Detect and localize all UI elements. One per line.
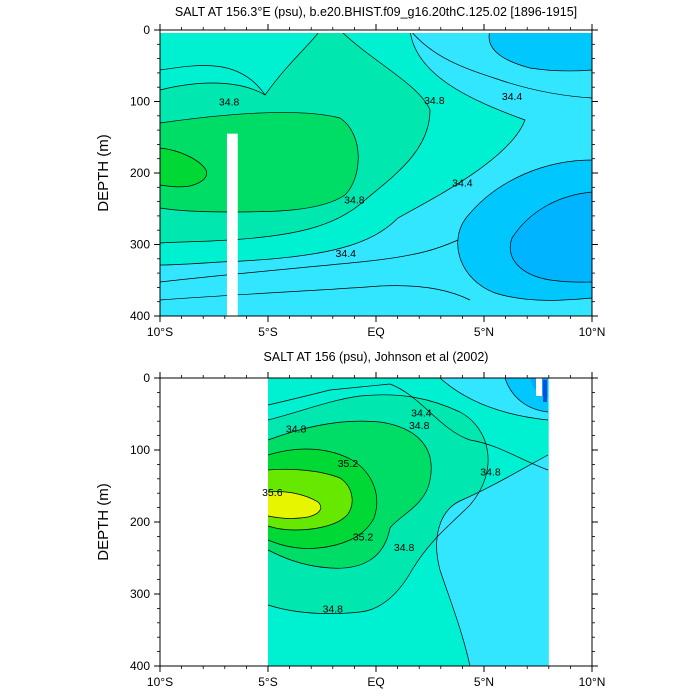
panel-1-contour-line <box>160 30 526 266</box>
panel-2: SALT AT 156 (psu), Johnson et al (2002) <box>95 350 605 689</box>
x-tick-label: EQ <box>367 675 384 689</box>
panel-2-contour-line <box>267 383 391 406</box>
panel-2-missing-right <box>548 378 592 666</box>
y-tick-label: 0 <box>143 23 150 37</box>
panel-1-contour-line <box>457 159 592 301</box>
panel-1: SALT AT 156.3°E (psu), b.e20.BHIST.f09_g… <box>95 5 605 339</box>
panel-2-contour-line <box>267 448 378 549</box>
contour-label: 34.8 <box>394 542 415 554</box>
panel-1-contour-line <box>160 239 459 283</box>
y-tick-label: 300 <box>130 238 150 252</box>
panel-2-field-deep-blue <box>543 380 547 402</box>
panel-2-contour-line <box>504 378 549 413</box>
y-tick-label: 100 <box>130 443 150 457</box>
panel-1-contour-line <box>160 147 207 188</box>
panel-2-axes: 10°S 5°S EQ 5°N 10°N 0 100 200 300 400 <box>130 371 605 689</box>
panel-2-missing-top-right <box>536 378 542 396</box>
x-tick-label: 5°S <box>258 675 277 689</box>
panel-1-missing-top <box>160 30 592 33</box>
panel-2-missing-left <box>160 378 268 666</box>
contour-label: 34.8 <box>219 97 240 109</box>
contour-label: 34.8 <box>344 194 365 206</box>
panel-1-field-35.2 <box>160 148 207 187</box>
panel-1-title: SALT AT 156.3°E (psu), b.e20.BHIST.f09_g… <box>175 5 577 19</box>
panel-1-contour-line <box>160 82 266 96</box>
panel-1-ylabel: DEPTH (m) <box>95 134 112 212</box>
panel-2-field-34.4 <box>436 378 548 666</box>
contour-label: 34.8 <box>286 423 307 435</box>
panel-1-field-34.0-lower <box>510 192 592 283</box>
contour-label: 35.6 <box>262 487 283 499</box>
x-tick-label: 10°N <box>579 675 606 689</box>
x-tick-label: 10°S <box>147 675 173 689</box>
panel-2-contour-line <box>439 378 549 421</box>
panel-2-plot-area: 34.834.434.834.835.235.635.234.834.8 <box>160 378 592 666</box>
x-tick-label: 5°N <box>474 675 494 689</box>
y-tick-label: 400 <box>130 309 150 323</box>
y-tick-label: 400 <box>130 659 150 673</box>
panel-2-contour-line <box>436 454 549 666</box>
panel-1-contour-labels: 34.8 34.8 34.4 34.4 34.8 34.4 <box>219 91 523 260</box>
panel-1-field-34.2-upper <box>489 30 592 71</box>
contour-label: 34.4 <box>452 177 473 189</box>
panel-2-contour-line <box>389 383 549 471</box>
panel-1-contour-line <box>488 30 592 72</box>
y-tick-label: 200 <box>130 166 150 180</box>
contour-label: 34.8 <box>480 467 501 479</box>
contour-label: 34.8 <box>409 420 430 432</box>
panel-2-contour-line <box>267 394 489 614</box>
panel-2-field-35.6 <box>268 491 321 519</box>
contour-label: 35.2 <box>353 531 374 543</box>
x-tick-label: 5°S <box>258 325 277 339</box>
panel-1-contour-line <box>160 285 471 301</box>
x-tick-label: 10°S <box>147 325 173 339</box>
panel-1-contour-line <box>160 30 431 244</box>
contour-label: 34.8 <box>424 95 445 107</box>
panel-1-missing-column <box>226 133 238 316</box>
panel-2-contour-line <box>267 468 353 531</box>
contour-label: 34.4 <box>502 91 523 103</box>
panel-1-contour-line <box>510 191 592 283</box>
panel-1-contour-line <box>409 30 592 99</box>
x-tick-label: EQ <box>367 325 384 339</box>
x-tick-label: 5°N <box>474 325 494 339</box>
contour-label: 34.8 <box>323 603 344 615</box>
contour-label: 35.2 <box>338 458 359 470</box>
panel-1-plot-area: 34.8 34.8 34.4 34.4 34.8 34.4 <box>160 30 592 316</box>
panel-1-axes: 10°S 5°S EQ 5°N 10°N 0 100 200 300 400 <box>130 23 605 339</box>
panel-1-contour-line <box>160 112 359 213</box>
panel-2-ylabel: DEPTH (m) <box>95 483 112 561</box>
panel-1-field-35.0 <box>160 112 359 212</box>
y-tick-label: 0 <box>143 371 150 385</box>
y-tick-label: 100 <box>130 95 150 109</box>
contour-label: 34.4 <box>336 248 357 260</box>
panel-2-title: SALT AT 156 (psu), Johnson et al (2002) <box>264 350 489 364</box>
panel-2-contour-line <box>267 420 432 569</box>
panel-2-contour-labels: 34.834.434.834.835.235.635.234.834.8 <box>262 408 501 616</box>
contour-label: 34.4 <box>411 408 432 420</box>
panel-2-contour-line <box>267 491 322 519</box>
x-tick-label: 10°N <box>579 325 606 339</box>
y-tick-label: 200 <box>130 515 150 529</box>
y-tick-label: 300 <box>130 587 150 601</box>
